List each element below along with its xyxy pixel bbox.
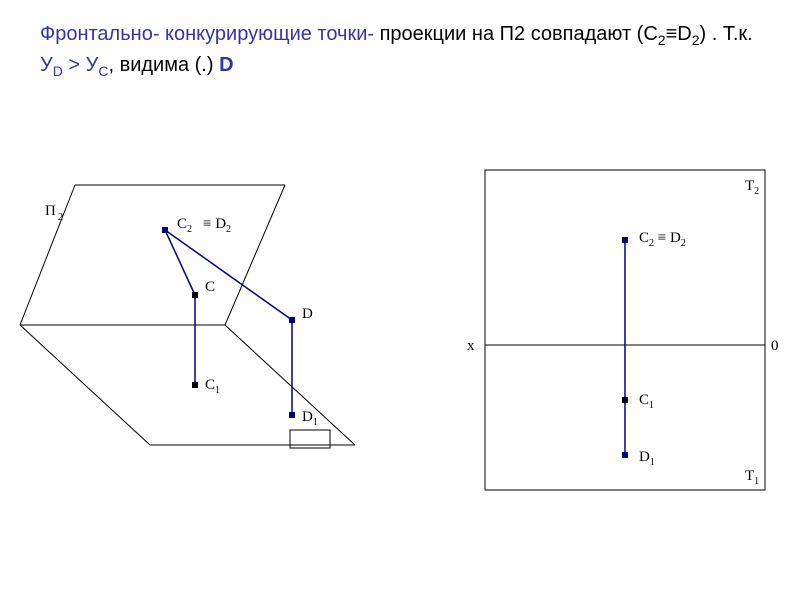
svg-text:Т2: Т2: [745, 178, 759, 197]
svg-text:C2 ≡ D2: C2 ≡ D2: [639, 230, 686, 249]
svg-text:C1: C1: [639, 392, 654, 411]
title-seg6: > У: [63, 54, 99, 76]
svg-text:0: 0: [771, 338, 779, 354]
title-seg3-sub: 2: [692, 32, 700, 48]
svg-text:2: 2: [58, 212, 63, 223]
title-seg7: , видима (.): [108, 54, 219, 76]
svg-text:Т1: Т1: [745, 468, 759, 487]
svg-text:П: П: [45, 203, 56, 219]
svg-text:≡ D2: ≡ D2: [203, 216, 231, 235]
diagram-svg: П2 C2 ≡ D2 C D C1 D1 x 0 Т2 Т1 C2 ≡ D2 C1 D1: [0, 110, 800, 560]
svg-text:D: D: [302, 306, 313, 322]
title-seg6-sub: C: [98, 63, 108, 79]
title-seg2-sub: 2: [658, 32, 666, 48]
svg-text:D1: D1: [639, 449, 655, 468]
title-text: Фронтально- конкурирующие точки- проекци…: [40, 20, 760, 81]
svg-text:C: C: [205, 279, 215, 295]
svg-text:C1: C1: [205, 377, 220, 396]
svg-text:x: x: [467, 338, 475, 354]
title-seg5-sub: D: [53, 63, 63, 79]
title-seg3: ≡D: [666, 23, 692, 45]
title-seg1: Фронтально- конкурирующие точки-: [40, 23, 374, 45]
title-seg8: D: [219, 54, 233, 76]
diagram-stage: П2 C2 ≡ D2 C D C1 D1 x 0 Т2 Т1 C2 ≡ D2 C1 D1: [0, 110, 800, 560]
svg-text:D1: D1: [302, 409, 318, 428]
title-seg4: ) . Т.к.: [700, 23, 753, 45]
svg-text:C2: C2: [177, 216, 192, 235]
title-seg2: проекции на П2 совпадают (С: [374, 23, 658, 45]
title-seg5: У: [40, 54, 53, 76]
